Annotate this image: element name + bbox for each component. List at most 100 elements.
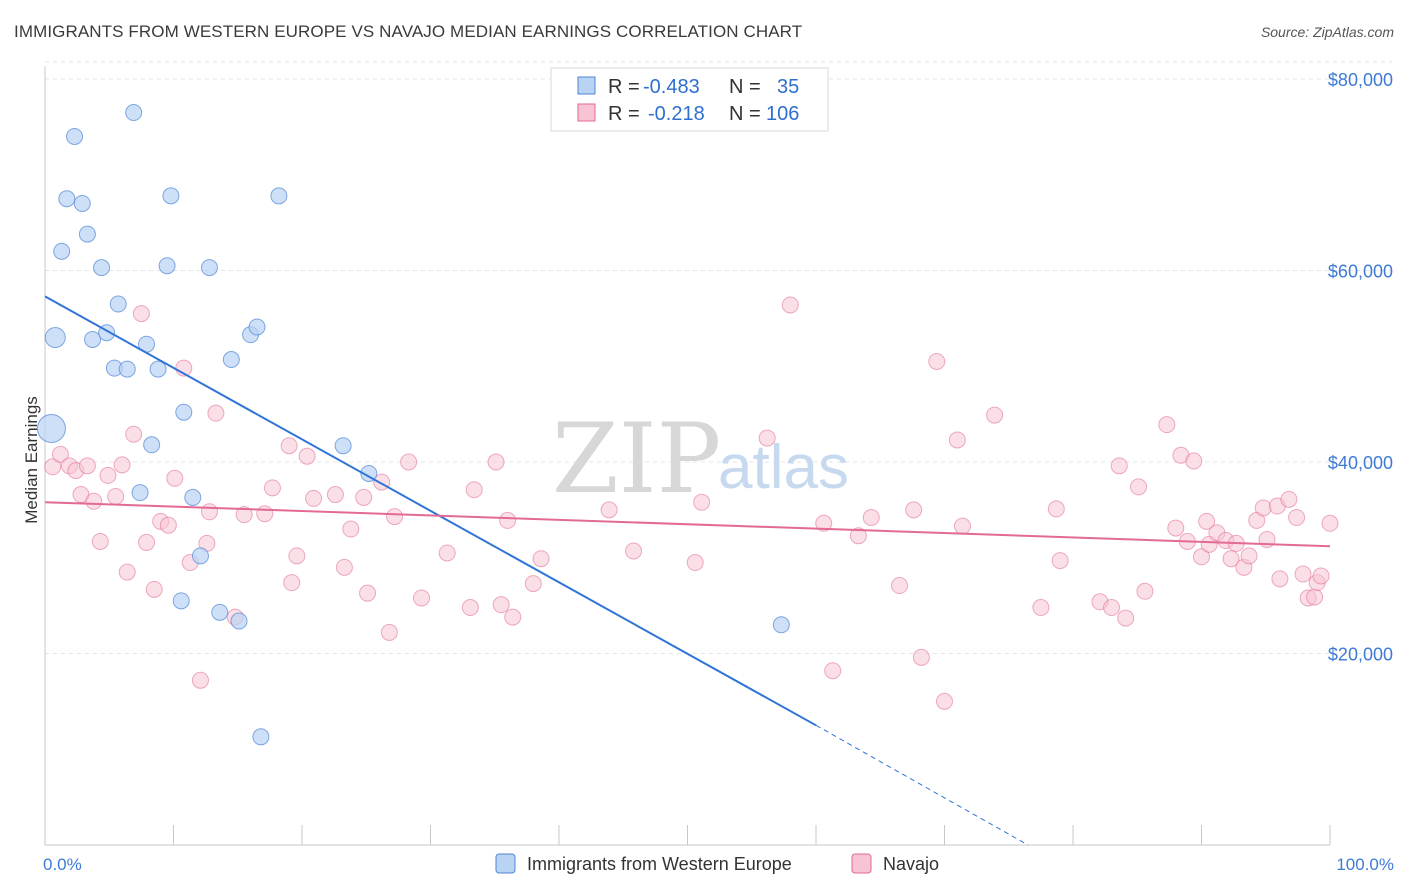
navajo-point-45 (461, 599, 479, 617)
navajo-point-41 (386, 508, 404, 526)
navajo-point-95 (1254, 499, 1272, 517)
x-tick-labels: 0.0% 100.0% (43, 855, 1394, 874)
navajo-point-6 (85, 492, 103, 510)
stats-r-label-blue: R = (608, 76, 640, 98)
navajo-point-33 (305, 489, 323, 507)
navajo-point-103 (1306, 588, 1324, 606)
x-tick-label-0: 0.0% (43, 855, 82, 874)
western-europe-point-21 (175, 403, 193, 421)
gridlines (45, 61, 1392, 654)
navajo-point-101 (1294, 565, 1312, 583)
navajo-point-64 (905, 501, 923, 519)
y-tick-label-0: $20,000 (1328, 645, 1393, 665)
western-europe-point-6 (78, 225, 96, 243)
watermark: ZIP atlas (552, 403, 849, 515)
navajo-point-81 (1167, 519, 1185, 537)
navajo-point-70 (986, 406, 1004, 424)
western-europe-point-26 (222, 351, 240, 369)
stats-r-value-pink: -0.218 (648, 103, 705, 125)
navajo-point-42 (400, 453, 418, 471)
navajo-point-35 (335, 558, 353, 576)
navajo-point-80 (1158, 416, 1176, 434)
western-europe-trend-extension (815, 724, 1029, 846)
navajo-point-98 (1271, 570, 1289, 588)
navajo-point-23 (200, 503, 218, 521)
navajo-point-49 (499, 511, 517, 529)
navajo-point-57 (758, 429, 776, 447)
navajo-point-44 (438, 544, 456, 562)
navajo-point-62 (862, 509, 880, 527)
legend-label-navajo: Navajo (883, 854, 939, 874)
legend-swatch-western-europe (495, 853, 516, 874)
stats-legend-swatch-blue (577, 76, 596, 95)
navajo-point-79 (1136, 582, 1154, 600)
western-europe-point-1 (44, 327, 66, 349)
navajo-point-13 (132, 305, 150, 323)
western-europe-point-32 (334, 437, 352, 455)
western-europe-point-19 (162, 187, 180, 205)
western-europe-point-33 (360, 464, 378, 482)
navajo-point-77 (1117, 609, 1135, 627)
stats-r-value-blue: -0.483 (643, 76, 700, 98)
navajo-point-86 (1198, 512, 1216, 530)
navajo-point-84 (1185, 452, 1203, 470)
stats-n-value-blue: 35 (777, 76, 799, 98)
navajo-point-61 (849, 527, 867, 545)
western-europe-point-27 (230, 612, 248, 630)
western-europe-point-5 (73, 194, 91, 212)
navajo-point-67 (936, 692, 953, 710)
navajo-point-56 (693, 493, 711, 511)
stats-r-label-pink: R = (608, 103, 640, 125)
western-europe-point-8 (93, 259, 111, 277)
navajo-point-50 (504, 608, 522, 626)
stats-n-label-pink: N = (729, 103, 761, 125)
navajo-point-28 (263, 479, 281, 497)
x-tick-label-1: 100.0% (1336, 855, 1394, 874)
navajo-point-105 (1312, 567, 1330, 585)
western-europe-point-31 (270, 187, 288, 205)
western-europe-point-2 (53, 242, 71, 260)
navajo-point-59 (815, 514, 833, 532)
stats-legend-swatch-pink (577, 103, 596, 122)
navajo-point-30 (283, 574, 301, 592)
navajo-point-8 (99, 466, 117, 484)
stats-n-value-pink: 106 (766, 103, 799, 125)
watermark-atlas: atlas (718, 433, 849, 502)
navajo-point-66 (928, 352, 946, 370)
y-axis-label: Median Earnings (22, 396, 41, 524)
navajo-point-7 (91, 532, 109, 550)
navajo-point-9 (107, 487, 125, 505)
navajo-point-99 (1280, 490, 1298, 508)
western-europe-point-16 (143, 436, 161, 454)
navajo-point-31 (288, 547, 306, 565)
navajo-point-65 (912, 648, 930, 666)
navajo-point-54 (625, 542, 643, 560)
navajo-point-55 (686, 554, 704, 572)
western-europe-point-18 (158, 257, 176, 275)
stats-legend-box (550, 67, 829, 132)
navajo-point-78 (1130, 478, 1148, 496)
navajo-point-12 (125, 425, 143, 443)
navajo-point-43 (413, 589, 431, 607)
navajo-point-27 (256, 505, 274, 523)
navajo-point-24 (207, 404, 225, 422)
stats-legend: R = -0.483 N = 35 R = -0.218 N = 106 (550, 67, 829, 132)
navajo-point-85 (1193, 548, 1210, 566)
western-europe-point-4 (66, 127, 84, 145)
western-europe-point-30 (252, 728, 270, 746)
western-europe-point-20 (172, 592, 190, 610)
western-europe-point-13 (125, 104, 143, 122)
navajo-point-40 (380, 623, 398, 641)
navajo-point-34 (326, 486, 344, 504)
navajo-point-37 (355, 488, 373, 506)
navajo-point-47 (487, 453, 505, 471)
stats-n-label-blue: N = (729, 76, 761, 98)
source-label: Source: ZipAtlas.com (1260, 24, 1394, 40)
navajo-point-71 (1032, 599, 1050, 617)
y-tick-label-1: $40,000 (1328, 453, 1393, 473)
navajo-point-58 (781, 296, 799, 314)
navajo-point-36 (342, 520, 360, 538)
navajo-point-32 (298, 447, 316, 465)
navajo-point-60 (824, 662, 842, 680)
y-tick-label-2: $60,000 (1328, 262, 1393, 282)
